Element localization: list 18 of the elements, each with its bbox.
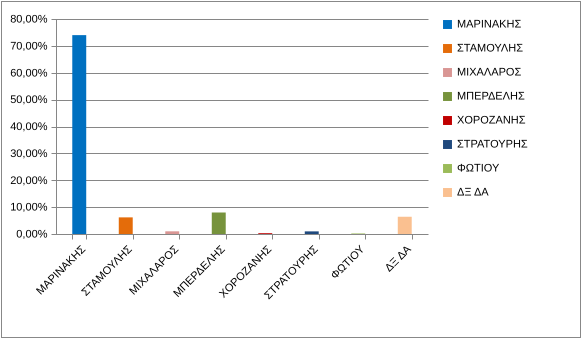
y-tick-label: 50,00% — [10, 94, 48, 106]
legend-label: ΜΑΡΙΝΑΚΗΣ — [457, 18, 522, 30]
legend-label: ΜΠΕΡΔΕΛΗΣ — [457, 90, 525, 102]
y-tick-label: 20,00% — [10, 174, 48, 187]
y-tick-label: 70,00% — [10, 40, 48, 52]
y-tick-label: 0,00% — [16, 228, 48, 240]
legend-label: ΜΙΧΑΛΑΡΟΣ — [457, 66, 522, 78]
y-tick-label: 30,00% — [10, 148, 48, 160]
y-tick-label: 10,00% — [10, 202, 48, 214]
x-tick-label: ΔΞ ΔΑ — [382, 243, 414, 274]
legend-label: ΧΟΡΟΖΑΝΗΣ — [457, 114, 526, 126]
legend-label: ΣΤΡΑΤΟΥΡΗΣ — [457, 138, 528, 150]
legend-label: ΦΩΤΙΟΥ — [457, 162, 500, 174]
legend-label: ΣΤΑΜΟΥΛΗΣ — [457, 42, 524, 54]
y-tick-label: 60,00% — [10, 67, 48, 80]
legend-label: ΔΞ ΔΑ — [457, 186, 490, 198]
y-tick-label: 40,00% — [10, 121, 48, 133]
y-tick-label: 80,00% — [10, 14, 48, 26]
